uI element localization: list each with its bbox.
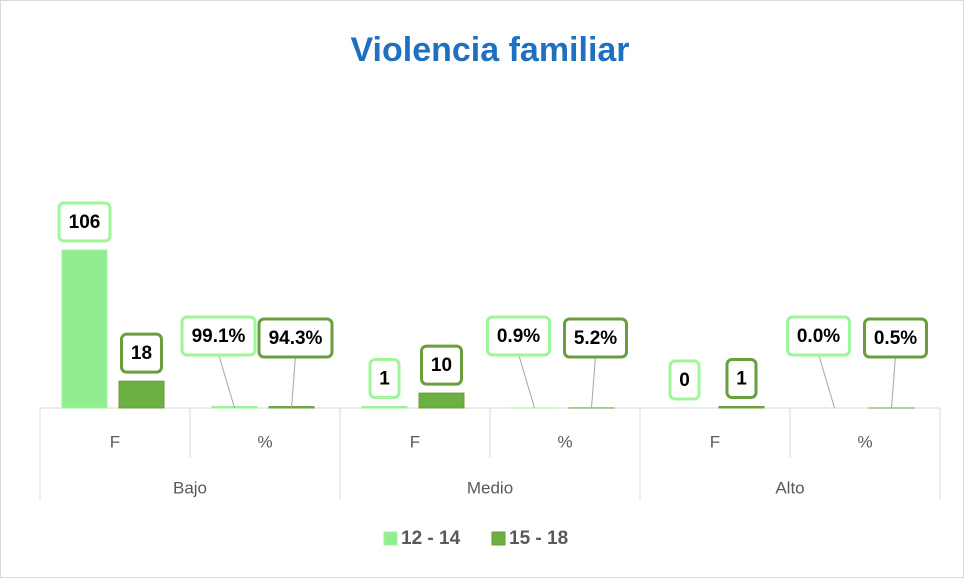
chart-title: Violencia familiar xyxy=(350,31,629,69)
data-label: 0 xyxy=(679,370,690,391)
group-label: Medio xyxy=(467,478,513,497)
data-label-box xyxy=(668,359,701,401)
data-label-box xyxy=(257,317,334,359)
bar xyxy=(718,406,765,409)
data-label: 106 xyxy=(69,212,101,233)
data-label-box xyxy=(57,201,112,243)
data-label-box xyxy=(368,358,401,400)
data-label: 5.2% xyxy=(574,328,617,349)
group-label: Bajo xyxy=(173,478,207,497)
leader-line xyxy=(891,355,896,409)
leader-line xyxy=(218,353,235,409)
x-tick-label: F xyxy=(110,432,120,451)
data-label-box xyxy=(420,344,463,386)
legend-swatch xyxy=(491,531,506,546)
x-tick-label: F xyxy=(710,432,720,451)
leader-line xyxy=(818,353,835,409)
bar xyxy=(361,406,408,409)
data-label: 10 xyxy=(431,355,452,376)
legend-label: 12 - 14 xyxy=(401,528,461,549)
leader-line xyxy=(591,355,596,409)
bar xyxy=(61,249,108,409)
data-label: 1 xyxy=(736,369,747,390)
leader-line xyxy=(291,355,296,409)
data-label: 1 xyxy=(379,369,390,390)
data-label: 18 xyxy=(131,343,152,364)
x-tick-label: F xyxy=(410,432,420,451)
data-label-box xyxy=(180,315,257,357)
bar xyxy=(118,380,165,409)
leader-line xyxy=(518,353,535,409)
group-label: Alto xyxy=(775,478,804,497)
legend-label: 15 - 18 xyxy=(509,528,568,549)
data-label-box xyxy=(486,315,551,357)
legend-swatch xyxy=(383,531,398,546)
data-label: 94.3% xyxy=(269,328,323,349)
data-label-box xyxy=(725,358,758,400)
data-label: 0.9% xyxy=(497,326,540,347)
x-tick-label: % xyxy=(257,432,272,451)
data-label: 0.0% xyxy=(797,326,840,347)
data-label: 99.1% xyxy=(192,326,246,347)
data-label-box xyxy=(786,315,851,357)
data-label-box xyxy=(863,317,928,359)
x-tick-label: % xyxy=(557,432,572,451)
data-label-box xyxy=(563,317,628,359)
data-label: 0.5% xyxy=(874,328,917,349)
bar xyxy=(418,392,465,409)
x-tick-label: % xyxy=(857,432,872,451)
data-label-box xyxy=(120,332,163,374)
